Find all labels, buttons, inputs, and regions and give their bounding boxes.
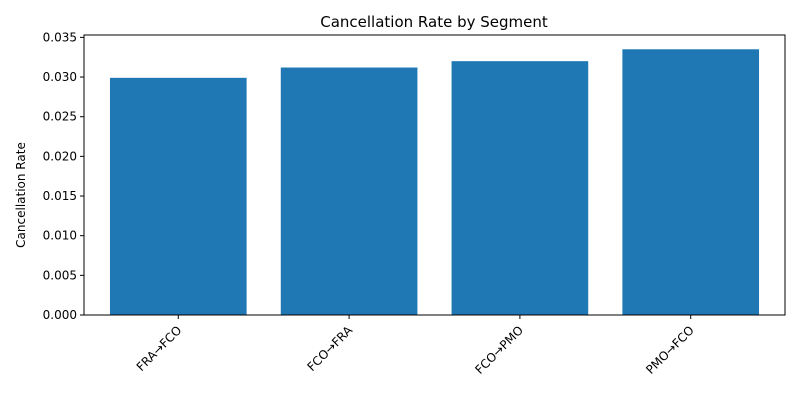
plot-frame [83, 34, 786, 316]
y-tick-label: 0.035 [43, 30, 77, 44]
y-tick-label: 0.030 [43, 70, 77, 84]
y-axis-ticks: 0.000 0.005 0.010 0.015 0.020 0.025 0.030 0.035 [43, 30, 84, 322]
y-tick-label: 0.000 [43, 308, 77, 322]
bar-2 [280, 67, 418, 316]
bar-4 [622, 49, 760, 315]
y-tick-label: 0.005 [43, 268, 77, 282]
y-tick-label: 0.015 [43, 189, 77, 203]
bar-1 [109, 77, 247, 316]
x-tick-label: PMO→FCO [643, 323, 697, 377]
y-axis-label: Cancellation Rate [14, 142, 28, 248]
bars-group [109, 49, 760, 316]
chart-title: Cancellation Rate by Segment [320, 13, 548, 31]
x-tick-label: FCO→FRA [304, 323, 355, 374]
y-tick-label: 0.020 [43, 149, 77, 163]
y-tick-label: 0.010 [43, 229, 77, 243]
x-axis-ticks: FRA→FCO FCO→FRA FCO→PMO PMO→FCO [134, 315, 697, 377]
bar-3 [451, 61, 589, 316]
x-tick-label: FRA→FCO [134, 323, 185, 374]
x-tick-label: FCO→PMO [472, 323, 526, 377]
y-tick-label: 0.025 [43, 110, 77, 124]
